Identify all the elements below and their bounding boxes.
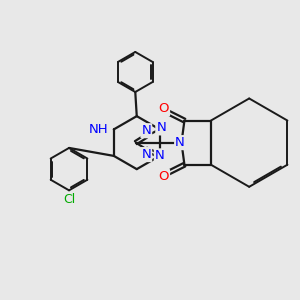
Text: NH: NH	[89, 123, 109, 136]
Text: N: N	[156, 122, 166, 134]
Text: N: N	[155, 149, 165, 162]
Text: N: N	[141, 124, 151, 137]
Text: O: O	[159, 102, 169, 115]
Text: N: N	[175, 136, 185, 149]
Text: N: N	[141, 148, 151, 161]
Text: O: O	[159, 170, 169, 183]
Text: Cl: Cl	[63, 193, 75, 206]
